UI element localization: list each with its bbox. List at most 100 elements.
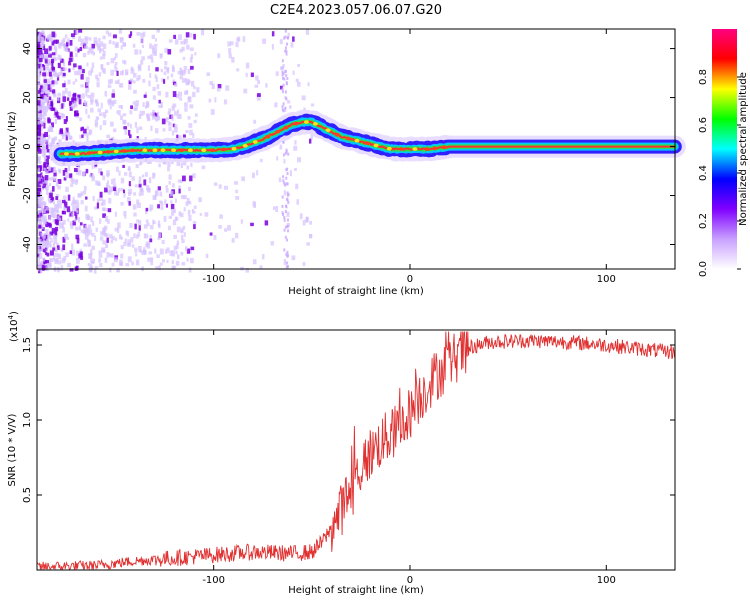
noise-speck [184, 69, 187, 74]
signal-blob [86, 151, 92, 155]
signal-blob [398, 147, 404, 151]
noise-speck [123, 126, 127, 130]
noise-speck [243, 88, 248, 94]
noise-speck [37, 187, 41, 192]
noise-speck [65, 134, 68, 141]
y-tick-label: 20 [22, 91, 33, 104]
noise-speck [281, 66, 284, 70]
noise-speck [256, 94, 261, 101]
noise-speck [42, 85, 46, 91]
noise-speck [284, 46, 287, 50]
noise-speck [43, 152, 46, 159]
noise-speck [204, 212, 209, 217]
noise-speck [113, 56, 116, 61]
noise-speck [136, 77, 139, 82]
noise-speck [67, 218, 70, 222]
noise-speck [98, 250, 103, 255]
signal-blob [252, 140, 258, 144]
noise-speck [161, 118, 166, 125]
noise-speck [283, 228, 286, 232]
x-tick-label: -100 [202, 575, 225, 586]
noise-speck [108, 39, 112, 45]
signal-blob [242, 143, 248, 148]
noise-speck [201, 165, 206, 170]
noise-speck [128, 201, 131, 206]
noise-speck [231, 238, 235, 243]
noise-speck [47, 35, 51, 41]
noise-speck [283, 77, 286, 81]
noise-speck [284, 29, 287, 33]
noise-speck [95, 42, 98, 47]
noise-speck [62, 102, 66, 107]
noise-speck [46, 189, 49, 195]
noise-speck [168, 180, 171, 185]
noise-speck [83, 99, 86, 106]
noise-speck [72, 196, 75, 203]
noise-speck [74, 218, 77, 222]
noise-speck [57, 96, 60, 101]
noise-speck [256, 170, 259, 176]
noise-speck [43, 162, 46, 167]
noise-speck [110, 78, 113, 84]
snr-y-axis-label: SNR (10 * V/V) [7, 413, 18, 486]
noise-speck [88, 224, 92, 230]
noise-speck [144, 172, 148, 177]
noise-speck [186, 165, 190, 170]
noise-speck [127, 239, 131, 246]
noise-speck [137, 232, 141, 237]
snr-scale-exponent: 4 [7, 314, 15, 319]
noise-speck [184, 107, 188, 112]
noise-speck [99, 262, 103, 268]
signal-blob [210, 148, 216, 153]
noise-speck [49, 125, 53, 129]
signal-blob [373, 143, 379, 148]
noise-speck [143, 110, 146, 115]
noise-speck [48, 199, 52, 204]
noise-speck [48, 46, 52, 51]
noise-speck [299, 213, 303, 220]
noise-speck [294, 140, 297, 145]
noise-speck [94, 123, 98, 128]
noise-speck [181, 261, 186, 266]
noise-speck [217, 87, 221, 92]
noise-speck [43, 215, 47, 222]
noise-speck [106, 237, 109, 243]
noise-speck [64, 172, 69, 179]
noise-speck [83, 186, 87, 191]
noise-speck [86, 132, 89, 137]
noise-speck [80, 256, 84, 260]
noise-speck [112, 34, 117, 39]
noise-speck [110, 253, 114, 258]
noise-speck [224, 185, 228, 190]
noise-speck [190, 80, 195, 87]
noise-speck [157, 91, 162, 96]
noise-speck [40, 132, 45, 138]
noise-speck [63, 119, 67, 125]
noise-speck [273, 206, 276, 211]
noise-speck [162, 128, 166, 132]
noise-speck [147, 65, 151, 71]
noise-speck [178, 188, 181, 194]
noise-speck [141, 44, 145, 48]
noise-speck [120, 202, 124, 206]
noise-speck [68, 61, 72, 66]
noise-speck [42, 53, 45, 60]
y-tick-label: -20 [22, 187, 33, 203]
noise-speck [286, 224, 289, 228]
noise-speck [283, 248, 286, 252]
noise-speck [58, 139, 62, 143]
y-tick-label: 1.0 [22, 412, 33, 428]
noise-speck [55, 181, 59, 187]
noise-speck [154, 38, 158, 42]
noise-speck [37, 260, 40, 265]
noise-speck [172, 123, 176, 128]
noise-speck [165, 248, 168, 254]
noise-speck [284, 151, 287, 155]
noise-speck [114, 211, 117, 217]
noise-speck [114, 80, 119, 84]
noise-speck [173, 127, 178, 133]
noise-speck [282, 175, 285, 179]
noise-speck [62, 67, 67, 71]
noise-speck [134, 184, 138, 188]
noise-speck [286, 182, 289, 186]
